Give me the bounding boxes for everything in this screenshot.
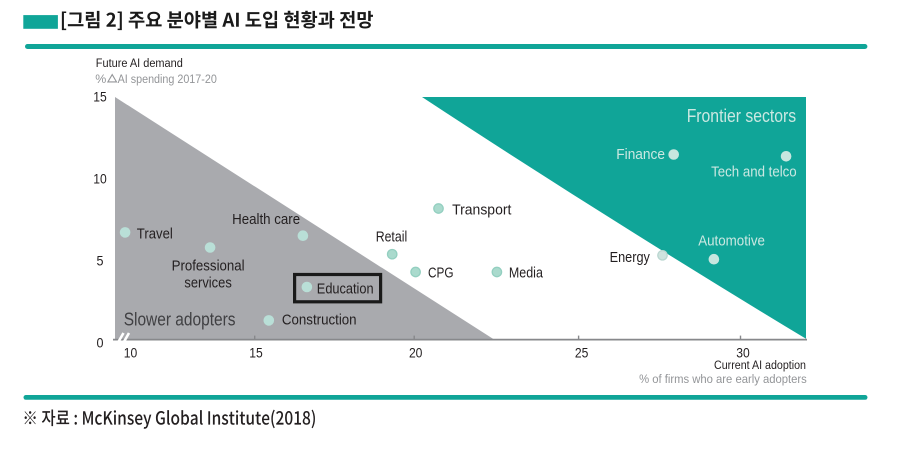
- svg-text:AI spending 2017-20: AI spending 2017-20: [118, 72, 217, 86]
- svg-text:%: %: [95, 72, 106, 86]
- svg-text:Travel: Travel: [137, 226, 173, 243]
- svg-text:15: 15: [249, 345, 263, 360]
- svg-text:15: 15: [93, 90, 107, 105]
- svg-text:10: 10: [93, 172, 107, 187]
- svg-text:Media: Media: [509, 265, 544, 282]
- svg-text:Finance: Finance: [616, 146, 665, 163]
- svg-text:5: 5: [97, 254, 104, 269]
- svg-text:Slower adopters: Slower adopters: [124, 310, 236, 330]
- svg-text:Retail: Retail: [376, 229, 408, 246]
- svg-text:Health care: Health care: [232, 211, 300, 228]
- svg-text:Construction: Construction: [282, 312, 357, 329]
- svg-text:Frontier sectors: Frontier sectors: [687, 106, 796, 126]
- svg-text:Current AI adoption: Current AI adoption: [714, 358, 806, 372]
- svg-text:Energy: Energy: [610, 249, 651, 266]
- svg-text:0: 0: [97, 336, 104, 351]
- svg-text:Automotive: Automotive: [698, 233, 765, 250]
- svg-text:Transport: Transport: [452, 201, 512, 218]
- svg-text:Future AI demand: Future AI demand: [96, 56, 183, 70]
- svg-text:CPG: CPG: [428, 265, 454, 282]
- svg-text:Education: Education: [317, 280, 374, 297]
- svg-text:% of firms who are early adopt: % of firms who are early adopters: [639, 372, 807, 386]
- svg-text:30: 30: [736, 345, 750, 360]
- svg-text:Professional: Professional: [172, 258, 245, 275]
- svg-text:20: 20: [409, 345, 423, 360]
- svg-text:25: 25: [575, 345, 589, 360]
- svg-text:services: services: [184, 274, 231, 291]
- svg-text:10: 10: [124, 345, 138, 360]
- svg-text:Tech and telco: Tech and telco: [711, 164, 797, 181]
